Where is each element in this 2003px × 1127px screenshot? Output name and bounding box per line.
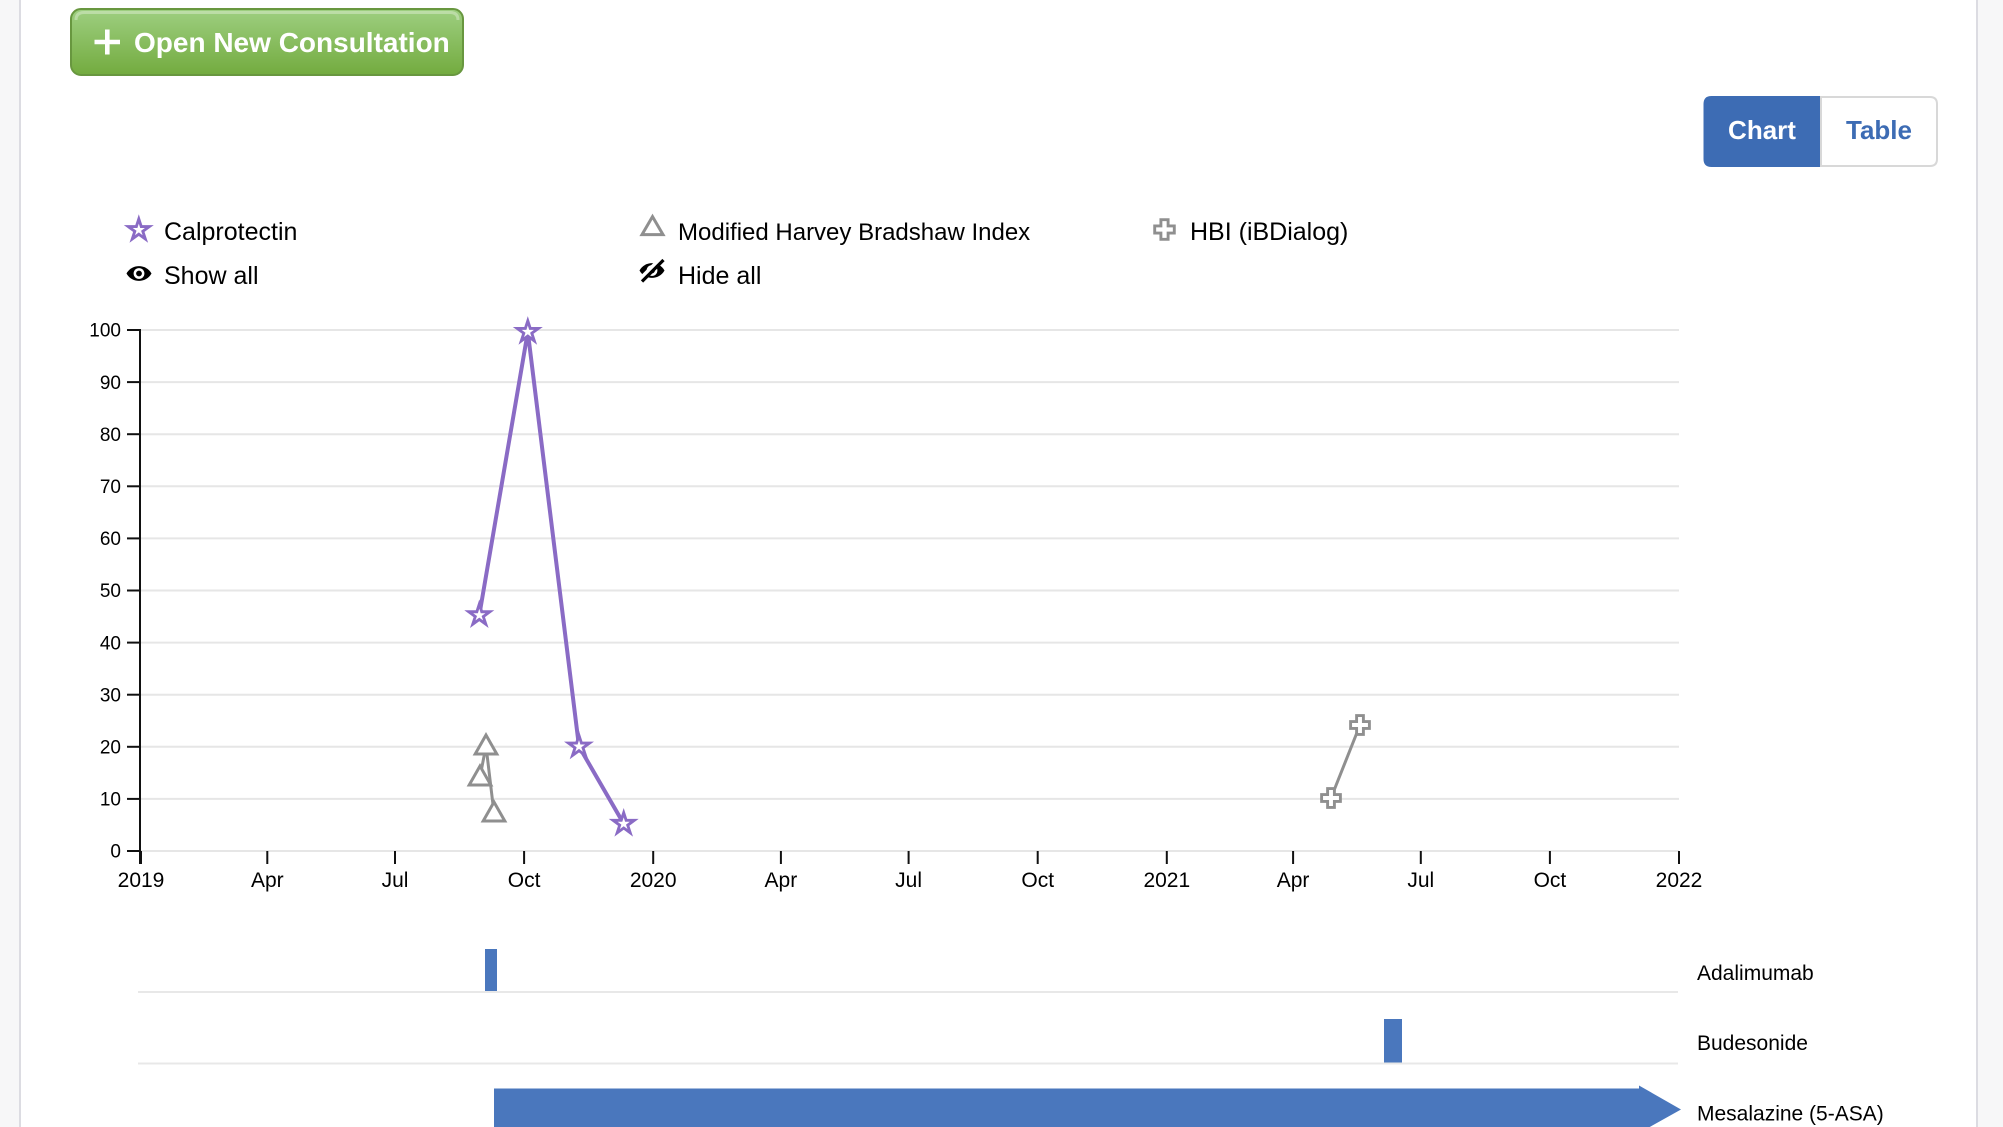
svg-text:40: 40 <box>100 633 121 654</box>
svg-text:Adalimumab: Adalimumab <box>1697 962 1814 985</box>
svg-text:Modified Harvey Bradshaw Index: Modified Harvey Bradshaw Index <box>678 219 1030 246</box>
svg-text:Oct: Oct <box>1534 869 1567 892</box>
svg-text:Budesonide: Budesonide <box>1697 1032 1808 1055</box>
svg-text:2021: 2021 <box>1143 869 1190 892</box>
svg-text:Apr: Apr <box>251 869 284 892</box>
svg-text:Table: Table <box>1846 115 1912 145</box>
svg-text:Jul: Jul <box>1407 869 1434 892</box>
svg-text:HBI (iBDialog): HBI (iBDialog) <box>1190 218 1348 246</box>
svg-text:10: 10 <box>100 790 121 811</box>
svg-text:2020: 2020 <box>630 869 677 892</box>
svg-text:Mesalazine (5-ASA): Mesalazine (5-ASA) <box>1697 1103 1884 1126</box>
svg-text:100: 100 <box>89 321 121 342</box>
svg-text:30: 30 <box>100 685 121 706</box>
svg-text:0: 0 <box>110 842 121 863</box>
svg-text:Apr: Apr <box>1277 869 1310 892</box>
svg-text:2019: 2019 <box>118 869 165 892</box>
svg-text:Jul: Jul <box>382 869 409 892</box>
svg-text:90: 90 <box>100 373 121 394</box>
svg-text:70: 70 <box>100 477 121 498</box>
svg-text:Show all: Show all <box>164 262 259 290</box>
svg-text:Oct: Oct <box>1021 869 1054 892</box>
svg-text:Oct: Oct <box>508 869 541 892</box>
svg-text:Open New Consultation: Open New Consultation <box>134 27 450 58</box>
svg-text:Jul: Jul <box>895 869 922 892</box>
svg-text:20: 20 <box>100 738 121 759</box>
svg-text:60: 60 <box>100 529 121 550</box>
svg-text:Hide all: Hide all <box>678 262 761 290</box>
svg-text:Apr: Apr <box>765 869 798 892</box>
svg-text:80: 80 <box>100 425 121 446</box>
svg-text:Calprotectin: Calprotectin <box>164 218 297 246</box>
svg-text:50: 50 <box>100 581 121 602</box>
svg-text:2022: 2022 <box>1656 869 1703 892</box>
svg-text:Chart: Chart <box>1728 115 1796 145</box>
